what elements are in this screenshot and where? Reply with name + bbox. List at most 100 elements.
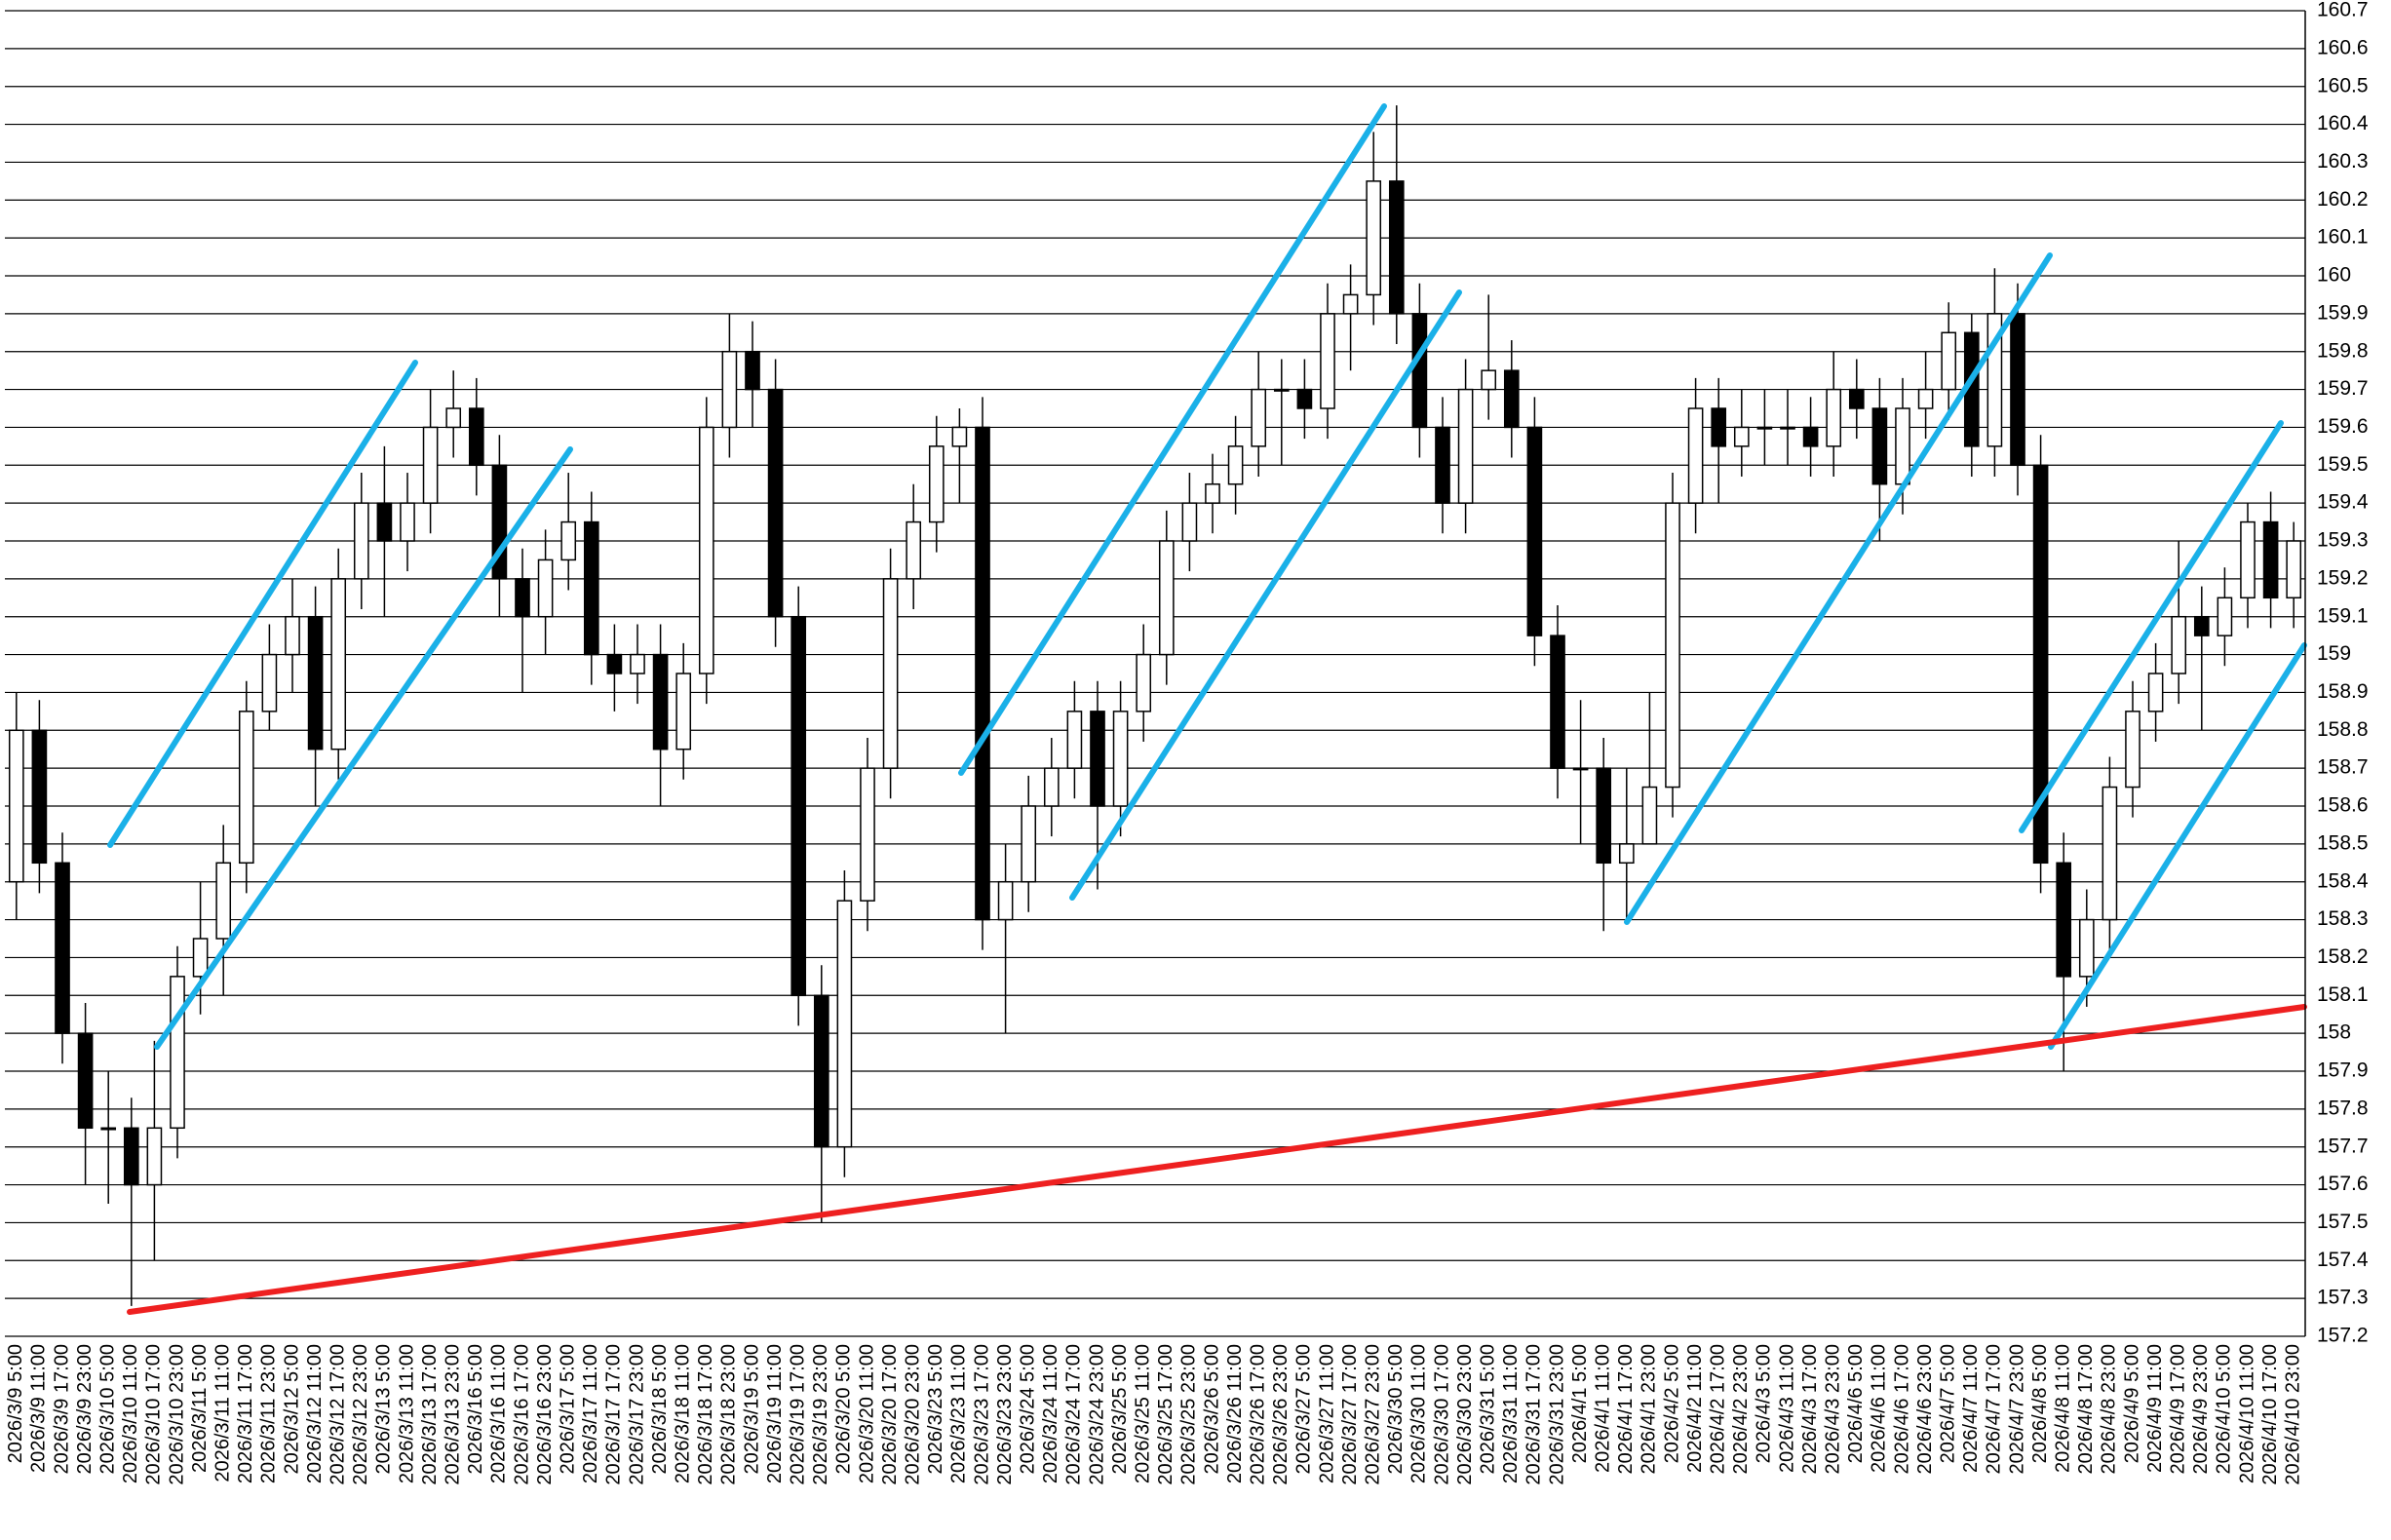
x-tick-label: 2026/3/24 17:00 bbox=[1063, 1344, 1085, 1485]
x-tick-label: 2026/3/24 5:00 bbox=[1017, 1344, 1038, 1474]
x-tick-label: 2026/3/30 23:00 bbox=[1454, 1344, 1476, 1485]
x-tick-label: 2026/3/10 17:00 bbox=[143, 1344, 165, 1485]
x-tick-label: 2026/3/30 11:00 bbox=[1408, 1344, 1430, 1483]
candle-body bbox=[1112, 711, 1129, 807]
candle-body bbox=[1021, 805, 1037, 883]
candle-body bbox=[1227, 445, 1244, 485]
candle-body bbox=[675, 673, 692, 751]
x-tick-label: 2026/3/25 23:00 bbox=[1178, 1344, 1200, 1485]
x-tick-label: 2026/3/26 11:00 bbox=[1224, 1344, 1246, 1483]
x-tick-label: 2026/4/3 17:00 bbox=[1799, 1344, 1821, 1474]
y-tick-label: 158.6 bbox=[2317, 794, 2369, 817]
x-tick-label: 2026/4/8 23:00 bbox=[2099, 1344, 2120, 1474]
x-tick-label: 2026/3/11 5:00 bbox=[189, 1344, 211, 1473]
x-tick-label: 2026/4/6 5:00 bbox=[1845, 1344, 1867, 1463]
x-tick-label: 2026/4/3 5:00 bbox=[1754, 1344, 1775, 1463]
candle-body bbox=[2262, 520, 2279, 599]
candle-body bbox=[376, 502, 393, 542]
candle-body bbox=[882, 578, 899, 769]
candle-body bbox=[721, 350, 738, 429]
x-tick-label: 2026/4/10 23:00 bbox=[2282, 1344, 2303, 1485]
x-tick-label: 2026/4/8 17:00 bbox=[2075, 1344, 2097, 1474]
y-tick-label: 157.9 bbox=[2317, 1059, 2369, 1082]
candle-body bbox=[1711, 407, 1727, 447]
candle-body bbox=[860, 767, 875, 902]
x-tick-label: 2026/3/10 5:00 bbox=[96, 1344, 118, 1474]
x-tick-label: 2026/3/13 23:00 bbox=[442, 1344, 463, 1485]
candle-body bbox=[583, 520, 599, 656]
candle-body bbox=[2125, 711, 2140, 789]
candle-body bbox=[767, 388, 784, 618]
x-tick-label: 2026/3/30 17:00 bbox=[1431, 1344, 1452, 1485]
trend-lines bbox=[107, 103, 2307, 1315]
x-tick-label: 2026/3/31 17:00 bbox=[1523, 1344, 1545, 1485]
x-tick-label: 2026/3/18 11:00 bbox=[672, 1344, 693, 1483]
candle-body bbox=[1296, 388, 1313, 409]
x-tick-label: 2026/3/16 17:00 bbox=[511, 1344, 532, 1485]
x-tick-label: 2026/3/31 11:00 bbox=[1500, 1344, 1522, 1483]
x-tick-label: 2026/3/17 17:00 bbox=[603, 1344, 625, 1485]
candle-body bbox=[330, 578, 347, 751]
y-tick-label: 159.2 bbox=[2317, 566, 2369, 589]
y-tick-label: 157.8 bbox=[2317, 1097, 2369, 1119]
candle-body bbox=[560, 520, 577, 561]
x-tick-label: 2026/3/12 17:00 bbox=[327, 1344, 348, 1485]
candle-body bbox=[1687, 407, 1704, 504]
candle-body bbox=[951, 426, 968, 447]
x-tick-label: 2026/3/9 5:00 bbox=[5, 1344, 26, 1463]
candle-body bbox=[2010, 313, 2025, 467]
x-tick-label: 2026/3/18 5:00 bbox=[649, 1344, 671, 1474]
x-tick-label: 2026/3/12 11:00 bbox=[304, 1344, 326, 1483]
candle-body bbox=[146, 1127, 163, 1186]
y-tick-label: 159.4 bbox=[2317, 491, 2369, 514]
candle-body bbox=[1780, 426, 1795, 430]
x-tick-label: 2026/3/19 5:00 bbox=[741, 1344, 762, 1474]
candle-body bbox=[468, 407, 484, 467]
candle-body bbox=[215, 862, 232, 940]
candle-body bbox=[1826, 388, 1842, 447]
y-tick-label: 158.9 bbox=[2317, 680, 2369, 703]
candle-body bbox=[1917, 388, 1934, 409]
candle-body bbox=[2217, 597, 2233, 636]
y-tick-label: 158.2 bbox=[2317, 945, 2369, 968]
candle-body bbox=[1090, 711, 1105, 807]
x-tick-label: 2026/4/7 23:00 bbox=[2006, 1344, 2027, 1474]
candle-body bbox=[2056, 862, 2072, 978]
candle-body bbox=[1320, 313, 1335, 409]
x-tick-label: 2026/4/8 11:00 bbox=[2052, 1344, 2073, 1473]
candle-body bbox=[606, 653, 623, 674]
x-tick-label: 2026/3/9 11:00 bbox=[28, 1344, 50, 1473]
candle-body bbox=[1618, 843, 1635, 865]
candle-body bbox=[652, 653, 669, 751]
candle-body bbox=[1895, 407, 1910, 485]
x-tick-label: 2026/4/9 5:00 bbox=[2121, 1344, 2142, 1463]
candle-body bbox=[1941, 331, 1957, 391]
y-tick-label: 159 bbox=[2317, 642, 2351, 665]
x-tick-label: 2026/3/13 11:00 bbox=[396, 1344, 417, 1483]
candle-body bbox=[997, 880, 1014, 921]
candle-body bbox=[2147, 673, 2164, 712]
candle-body bbox=[31, 729, 48, 865]
candle-body bbox=[2171, 615, 2187, 674]
candle-body bbox=[1457, 388, 1474, 504]
candle-body bbox=[170, 976, 185, 1130]
candle-body bbox=[928, 445, 945, 523]
y-tick-label: 158.5 bbox=[2317, 831, 2369, 854]
candle-body bbox=[975, 426, 990, 921]
x-tick-label: 2026/3/9 23:00 bbox=[74, 1344, 96, 1474]
x-tick-label: 2026/3/23 23:00 bbox=[994, 1344, 1016, 1485]
x-tick-label: 2026/4/2 23:00 bbox=[1730, 1344, 1752, 1474]
y-tick-label: 158.8 bbox=[2317, 718, 2369, 741]
x-tick-label: 2026/3/18 17:00 bbox=[695, 1344, 716, 1485]
candle-body bbox=[1411, 313, 1428, 429]
candle-body bbox=[261, 653, 278, 712]
candle-body bbox=[515, 578, 530, 618]
candle-body bbox=[1596, 767, 1612, 865]
candle-body bbox=[1481, 369, 1497, 391]
candle-body bbox=[8, 729, 24, 883]
candle-body bbox=[192, 938, 209, 978]
x-tick-label: 2026/3/11 17:00 bbox=[235, 1344, 256, 1483]
